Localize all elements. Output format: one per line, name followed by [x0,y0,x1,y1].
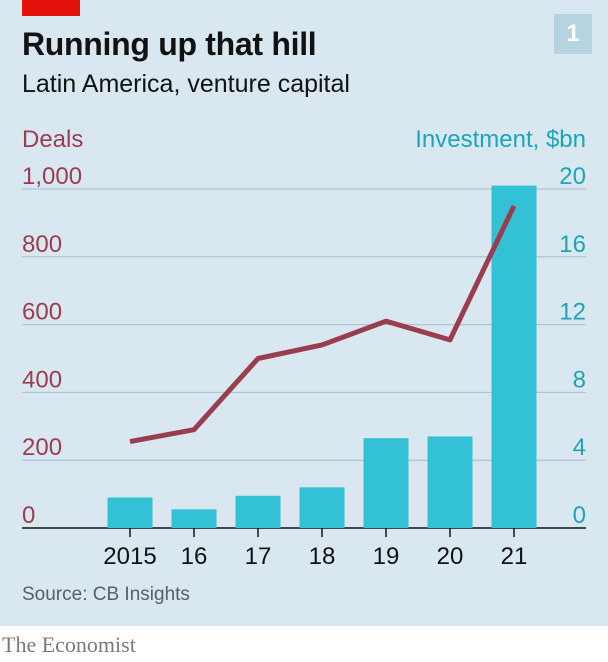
x-tick-label: 16 [181,543,208,570]
deals-line-path [129,204,517,445]
x-tick-label: 21 [501,543,528,570]
brand-tab [22,0,80,16]
chart-subtitle: Latin America, venture capital [22,70,350,98]
investment-bar [299,487,345,528]
chart-number-badge: 1 [554,14,592,54]
investment-bar [427,436,473,528]
x-tick-label: 20 [437,543,464,570]
left-tick-label: 0 [22,502,35,529]
right-tick-label: 12 [559,299,586,326]
left-tick-label: 800 [22,231,62,258]
investment-bar [171,509,217,528]
investment-bar [363,438,409,528]
x-tick-label: 17 [245,543,272,570]
source-note: Source: CB Insights [22,584,190,605]
x-tick-label: 2015 [103,543,156,570]
left-tick-label: 600 [22,299,62,326]
x-tick-label: 19 [373,543,400,570]
left-axis-label: Deals [22,126,83,153]
right-axis-label: Investment, $bn [415,126,586,153]
x-tick-label: 18 [309,543,336,570]
left-tick-label: 1,000 [22,163,82,190]
left-tick-label: 200 [22,434,62,461]
right-tick-label: 4 [573,434,586,461]
left-axis-ticks: 0 200 400 600 800 1,000 [22,163,82,529]
left-tick-label: 400 [22,366,62,393]
right-tick-label: 16 [559,231,586,258]
chart-title: Running up that hill [22,26,317,62]
publisher-logo: The Economist [2,632,136,657]
right-axis-ticks: 0 4 8 12 16 20 [559,163,586,529]
right-tick-label: 0 [573,502,586,529]
x-axis-ticks: 2015 16 17 18 19 20 21 [103,528,527,570]
investment-bars [107,185,537,529]
right-tick-label: 8 [573,366,586,393]
deals-line [129,204,517,445]
investment-bar [235,495,281,528]
combo-chart: Deals Investment, $bn 02004006008001,000… [22,126,586,570]
investment-bar [107,497,153,528]
right-tick-label: 20 [559,163,586,190]
chart-panel: 1 Running up that hill Latin America, ve… [0,0,608,626]
